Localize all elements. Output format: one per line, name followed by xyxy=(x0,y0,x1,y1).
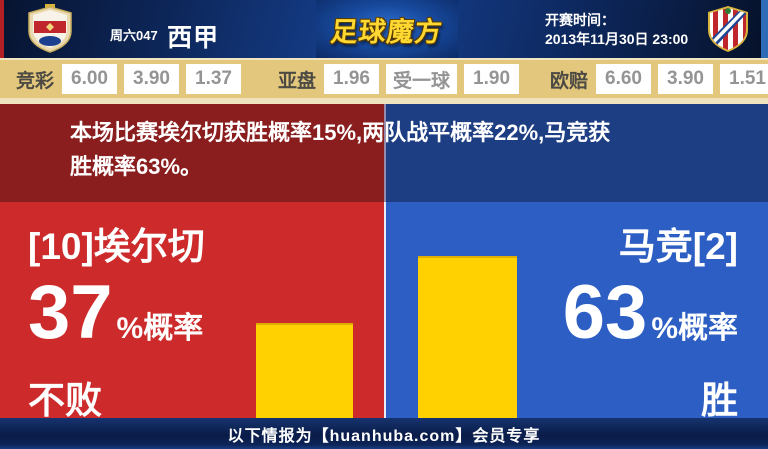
odds-value: 1.51 xyxy=(720,64,768,94)
banner-blue-half xyxy=(384,104,768,202)
odds-value: 1.96 xyxy=(324,64,380,94)
odds-group-oupei: 欧赔 6.60 3.90 1.51 xyxy=(550,64,768,94)
away-probability-value: 63 xyxy=(562,270,648,355)
home-probability-bar xyxy=(256,323,353,418)
home-team-logo-elche-icon xyxy=(24,4,76,59)
league-name: 西甲 xyxy=(167,24,220,52)
away-probability-suffix: %概率 xyxy=(651,312,738,345)
odds-value: 6.60 xyxy=(596,64,652,94)
away-team-logo-atletico-icon xyxy=(704,4,752,59)
odds-label-yapan: 亚盘 xyxy=(278,70,317,92)
odds-label-jingcai: 竞彩 xyxy=(16,70,55,92)
match-header: 周六047 西甲 足球魔方 开赛时间： 2013年11月30日 23:00 xyxy=(0,0,768,58)
odds-handicap: 受一球 xyxy=(386,64,458,94)
away-outcome-label: 胜 xyxy=(701,380,738,421)
odds-value: 6.00 xyxy=(62,64,118,94)
kickoff-time-block: 开赛时间： 2013年11月30日 23:00 xyxy=(545,11,688,49)
odds-value: 1.90 xyxy=(464,64,520,94)
summary-line-2: 胜概率63%。 xyxy=(70,154,203,179)
header-right-accent-stripe xyxy=(761,0,768,58)
home-outcome-label: 不败 xyxy=(28,380,102,421)
probability-summary-banner: 本场比赛埃尔切获胜概率15%,两队战平概率22%,马竞获 胜概率63%。 xyxy=(0,104,768,202)
odds-value: 1.37 xyxy=(186,64,242,94)
away-team-block: 马竞[2] 63 %概率 胜 xyxy=(563,222,738,425)
home-team-name: [10]埃尔切 xyxy=(28,226,205,267)
brand-logo: 足球魔方 xyxy=(329,16,445,47)
kickoff-label: 开赛时间： xyxy=(545,12,615,28)
away-team-name: 马竞[2] xyxy=(618,226,738,267)
summary-line-1: 本场比赛埃尔切获胜概率15%,两队战平概率22%,马竞获 xyxy=(70,120,611,145)
header-left-accent-stripe xyxy=(0,0,4,58)
odds-value: 3.90 xyxy=(658,64,714,94)
home-probability-row: 37 %概率 xyxy=(28,275,205,367)
home-probability-suffix: %概率 xyxy=(116,312,204,345)
match-number: 周六047 xyxy=(110,28,158,43)
odds-group-yapan: 亚盘 1.96 受一球 1.90 xyxy=(278,64,526,94)
odds-label-oupei: 欧赔 xyxy=(550,70,589,92)
brand-panel: 足球魔方 xyxy=(316,0,458,58)
banner-red-half xyxy=(0,104,384,202)
odds-group-jingcai: 竞彩 6.00 3.90 1.37 xyxy=(16,64,248,94)
away-probability-bar xyxy=(418,256,517,418)
home-team-block: [10]埃尔切 37 %概率 不败 xyxy=(28,222,205,425)
probability-comparison: [10]埃尔切 37 %概率 不败 马竞[2] 63 %概率 胜 xyxy=(0,202,768,421)
member-exclusive-notice: 以下情报为【huanhuba.com】会员专享 xyxy=(227,427,541,445)
away-probability-row: 63 %概率 xyxy=(563,275,738,367)
footer-bar: 以下情报为【huanhuba.com】会员专享 xyxy=(0,418,768,449)
odds-bar: 竞彩 6.00 3.90 1.37 亚盘 1.96 受一球 1.90 欧赔 6.… xyxy=(0,58,768,104)
kickoff-datetime: 2013年11月30日 23:00 xyxy=(545,31,689,47)
home-probability-value: 37 xyxy=(28,270,113,355)
odds-value: 3.90 xyxy=(124,64,180,94)
probability-summary-text: 本场比赛埃尔切获胜概率15%,两队战平概率22%,马竞获 胜概率63%。 xyxy=(70,116,730,184)
match-info: 周六047 西甲 xyxy=(110,18,219,54)
